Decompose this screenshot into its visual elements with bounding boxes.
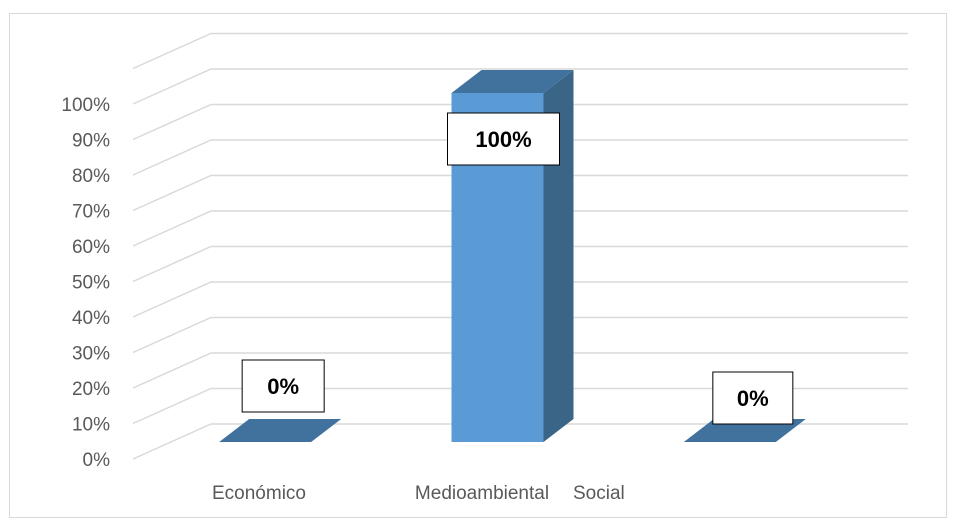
- chart-area: [9, 13, 947, 518]
- gridline: [132, 387, 908, 425]
- y-tick-label: 0%: [83, 450, 111, 471]
- data-label-text: 0%: [267, 374, 299, 399]
- gridline: [132, 68, 908, 105]
- gridline: [132, 316, 908, 354]
- y-tick-label: 40%: [72, 308, 110, 329]
- x-category-label: Social: [573, 483, 625, 504]
- gridline: [132, 245, 908, 283]
- data-labels: 0% 100% 0%: [241, 112, 794, 425]
- x-category-label: Medioambiental: [415, 483, 549, 504]
- y-tick-label: 10%: [72, 415, 110, 436]
- y-axis-tick-labels: 0% 10% 20% 30% 40% 50% 60% 70% 80% 90% 100%: [61, 95, 110, 471]
- bar-top: [683, 419, 806, 442]
- bar: [219, 419, 342, 442]
- data-label: 0%: [241, 359, 325, 413]
- gridline: [132, 174, 908, 212]
- gridline: [132, 103, 908, 141]
- bar: [683, 419, 806, 442]
- data-label: 100%: [447, 112, 560, 166]
- y-tick-label: 80%: [72, 166, 110, 187]
- data-label-text: 100%: [475, 127, 531, 152]
- data-label-text: 0%: [737, 386, 769, 411]
- y-tick-label: 100%: [61, 95, 110, 116]
- gridline: [132, 210, 908, 247]
- bar-top: [451, 70, 574, 93]
- y-tick-label: 30%: [72, 344, 110, 365]
- data-label: 0%: [712, 371, 794, 425]
- gridlines: [132, 32, 908, 460]
- data-label-box: [447, 112, 560, 166]
- bar-top: [219, 419, 342, 442]
- data-label-box: [241, 359, 325, 413]
- x-category-label: Económico: [212, 483, 306, 504]
- y-tick-label: 20%: [72, 379, 110, 400]
- y-tick-label: 50%: [72, 273, 110, 294]
- y-tick-label: 90%: [72, 131, 110, 152]
- gridline: [132, 139, 908, 176]
- gridline: [132, 423, 908, 460]
- gridline: [132, 281, 908, 318]
- gridline: [132, 352, 908, 389]
- x-axis-category-labels: Económico Medioambiental Social: [212, 483, 625, 504]
- gridline: [132, 32, 908, 70]
- y-tick-label: 60%: [72, 237, 110, 258]
- data-label-box: [712, 371, 794, 425]
- y-tick-label: 70%: [72, 202, 110, 223]
